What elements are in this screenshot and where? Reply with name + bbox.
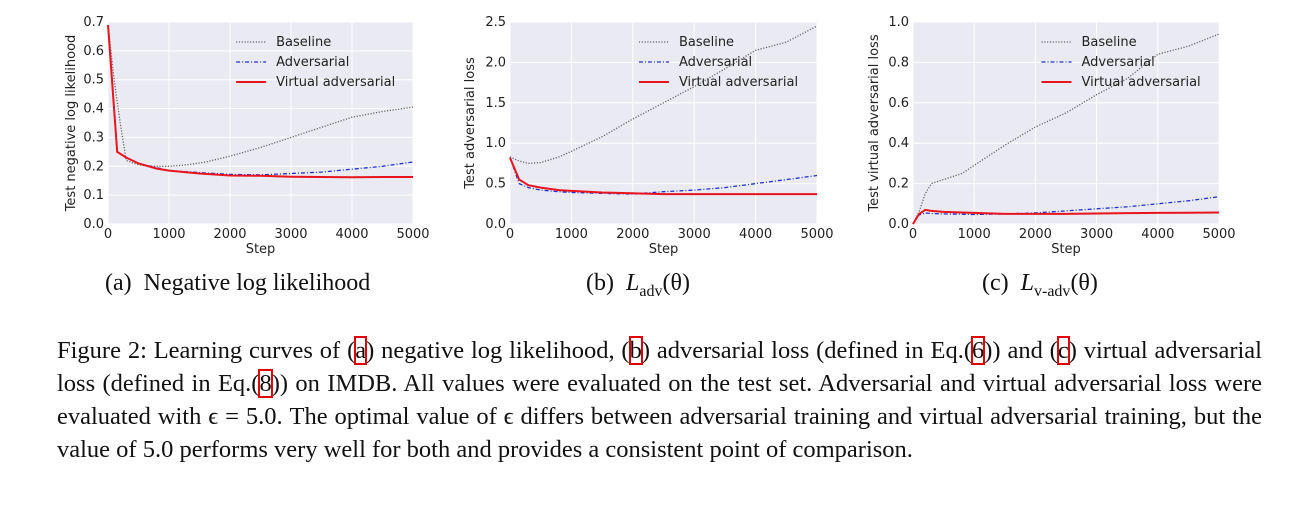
legend-label: Adversarial — [276, 55, 349, 70]
subcaption-c-arg: (θ) — [1070, 270, 1098, 296]
x-tick-label: 0 — [104, 227, 112, 242]
y-tick-label: 1.5 — [485, 96, 506, 111]
x-axis-label: Step — [1051, 242, 1081, 257]
chart-panel-b: 0 1000 2000 3000 4000 5000 0.0 0.5 1.0 1.5 2.0 2.5 S… — [440, 0, 840, 265]
y-tick-label: 0.4 — [83, 102, 104, 117]
x-axis-label: Step — [649, 242, 679, 257]
x-tick-label: 3000 — [678, 227, 711, 242]
series-line — [509, 25, 818, 165]
y-tick-label: 2.5 — [485, 15, 506, 30]
ref-link-c[interactable]: c — [1056, 336, 1070, 365]
y-tick-label: 0.0 — [888, 217, 909, 232]
x-tick-label: 2000 — [1019, 227, 1052, 242]
ref-link-b[interactable]: b — [628, 336, 643, 365]
y-tick-label: 0.0 — [485, 217, 506, 232]
y-axis-label: Test adversarial loss — [463, 57, 478, 190]
x-tick-label: 2000 — [616, 227, 649, 242]
x-tick-label: 3000 — [274, 227, 307, 242]
ref-link-eq6[interactable]: 6 — [970, 336, 986, 365]
series-line — [912, 33, 1220, 225]
legend-label: Adversarial — [679, 55, 752, 70]
x-tick-label: 5000 — [1202, 227, 1235, 242]
series-line — [107, 24, 414, 167]
y-tick-label: 0.4 — [888, 136, 909, 151]
y-tick-label: 1.0 — [485, 136, 506, 151]
caption-paragraph: Figure 2: Learning curves of (a) negativ… — [57, 336, 1262, 463]
y-tick-label: 0.2 — [888, 177, 909, 192]
series-line — [912, 208, 1220, 225]
legend-label: Adversarial — [1082, 55, 1155, 70]
y-axis-label: Test virtual adversarial loss — [867, 34, 882, 212]
legend-label: Baseline — [276, 35, 331, 50]
caption-prefix: Figure 2: Learning curves of — [57, 337, 348, 364]
chart-panel-c: 0 1000 2000 3000 4000 5000 0.0 0.2 0.4 0.6 0.8 1.0 S… — [840, 0, 1260, 265]
x-tick-label: 4000 — [739, 227, 772, 242]
caption-text-4: and ( — [1007, 337, 1058, 364]
caption-text-5: ) virtual adversarial loss (defined in E… — [57, 337, 1262, 397]
series-line — [912, 196, 1220, 225]
x-tick-label: 2000 — [213, 227, 246, 242]
legend-label: Virtual adversarial — [679, 75, 798, 90]
y-axis-label: Test negative log likelihood — [64, 35, 79, 213]
y-tick-label: 0.2 — [83, 159, 104, 174]
subcaption-a-label: (a) — [105, 270, 132, 296]
legend-label: Virtual adversarial — [1082, 75, 1201, 90]
subcaption-b-math: L — [625, 270, 640, 296]
caption-text-2: ) adversarial loss (defined in Eq.( — [641, 337, 973, 364]
x-tick-label: 0 — [506, 227, 514, 242]
y-tick-label: 0.6 — [83, 44, 104, 59]
ref-link-a[interactable]: a — [354, 336, 368, 365]
subcaption-a: (a) Negative log likelihood — [105, 270, 370, 297]
caption-text-1: ) negative log likelihood, ( — [366, 337, 630, 364]
y-tick-label: 0.7 — [83, 15, 104, 30]
y-tick-label: 0.8 — [888, 55, 909, 70]
chart-panel-a: 0 1000 2000 3000 4000 5000 0.0 0.1 0.2 0.3 0.4 0.5 0… — [0, 0, 440, 265]
y-tick-label: 0.3 — [83, 130, 104, 145]
caption-text-6: )) on IMDB. All values were evaluated on… — [57, 370, 1262, 463]
chart-a-svg: 0 1000 2000 3000 4000 5000 0.0 0.1 0.2 0.3 0.4 0.5 0… — [64, 15, 430, 257]
subcaption-c-sub: v-adv — [1034, 282, 1071, 300]
series-line — [509, 157, 817, 196]
legend-label: Virtual adversarial — [276, 75, 395, 90]
caption-text-3: )) — [984, 337, 1001, 364]
subcaption-b: (b) Ladv(θ) — [586, 270, 690, 301]
y-tick-label: 2.0 — [485, 55, 506, 70]
x-axis-label: Step — [246, 242, 276, 257]
ref-link-eq8[interactable]: 8 — [258, 369, 273, 398]
y-tick-label: 0.5 — [83, 73, 104, 88]
y-tick-label: 0.1 — [83, 188, 104, 203]
legend-label: Baseline — [1082, 35, 1137, 50]
subcaption-c-math: L — [1020, 270, 1034, 296]
y-tick-label: 0.0 — [83, 217, 104, 232]
series-line — [107, 24, 413, 179]
x-tick-label: 1000 — [958, 227, 991, 242]
x-tick-label: 1000 — [555, 227, 588, 242]
chart-b-svg: 0 1000 2000 3000 4000 5000 0.0 0.5 1.0 1.5 2.0 2.5 S… — [463, 15, 834, 257]
x-tick-label: 0 — [909, 227, 917, 242]
x-tick-label: 4000 — [1141, 227, 1174, 242]
x-tick-label: 5000 — [396, 227, 429, 242]
figure-caption: Figure 2: Learning curves of (a) negativ… — [57, 334, 1262, 466]
x-tick-label: 5000 — [800, 227, 833, 242]
subcaption-b-arg: (θ) — [662, 270, 690, 296]
plot-area — [108, 22, 413, 224]
subcaption-c: (c) Lv-adv(θ) — [982, 270, 1098, 301]
y-tick-label: 1.0 — [888, 15, 909, 30]
subcaption-c-label: (c) — [982, 270, 1009, 296]
x-tick-label: 1000 — [152, 227, 185, 242]
subcaption-b-sub: adv — [639, 282, 663, 300]
subcaption-a-text: Negative log likelihood — [143, 270, 371, 296]
chart-c-svg: 0 1000 2000 3000 4000 5000 0.0 0.2 0.4 0.6 0.8 1.0 S… — [867, 15, 1236, 257]
plot-area — [913, 22, 1219, 224]
y-tick-label: 0.5 — [485, 177, 506, 192]
subcaption-b-label: (b) — [586, 270, 614, 296]
x-tick-label: 3000 — [1080, 227, 1113, 242]
y-tick-label: 0.6 — [888, 96, 909, 111]
x-tick-label: 4000 — [335, 227, 368, 242]
legend-label: Baseline — [679, 35, 734, 50]
